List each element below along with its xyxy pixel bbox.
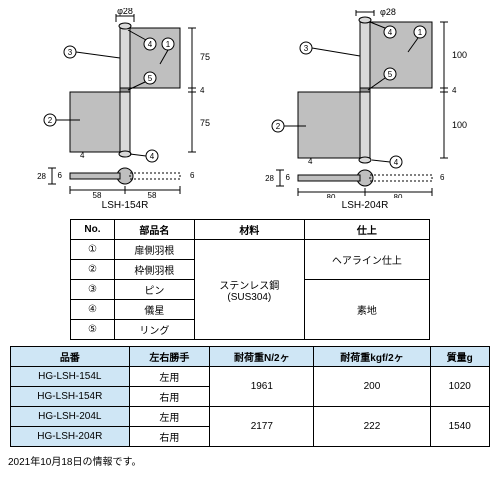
dim-w1: 58 bbox=[93, 191, 102, 198]
diagram-label-204r: LSH-204R bbox=[342, 200, 389, 211]
diagram-lsh-204r: φ28 100 4 100 3 4 1 2 5 4 bbox=[250, 8, 480, 211]
table-row: HG-LSH-204L 左用 2177 222 1540 bbox=[11, 407, 490, 427]
diagram-lsh-154r: φ28 75 4 75 3 4 1 2 5 4 bbox=[20, 8, 230, 211]
svg-text:4: 4 bbox=[394, 158, 399, 167]
table-row: 品番 左右勝手 耐荷重N/2ヶ 耐荷重kgf/2ヶ 質量g bbox=[11, 347, 490, 367]
footnote: 2021年10月18日の情報です。 bbox=[8, 453, 492, 468]
spec-header-loadkgf: 耐荷重kgf/2ヶ bbox=[314, 347, 430, 367]
parts-header-name: 部品名 bbox=[114, 220, 194, 240]
dim-w2-r: 80 bbox=[394, 193, 403, 198]
svg-text:4: 4 bbox=[308, 157, 313, 166]
dim-h-upper: 75 bbox=[200, 52, 210, 62]
dim-phi: φ28 bbox=[117, 8, 133, 16]
dim-gap: 4 bbox=[200, 86, 205, 95]
table-row: ① 扉側羽根 ステンレス鋼 (SUS304) ヘアライン仕上 bbox=[71, 240, 430, 260]
dim-28: 28 bbox=[37, 172, 46, 181]
dim-gap-r: 4 bbox=[452, 86, 457, 95]
diagram-svg-204r: φ28 100 4 100 3 4 1 2 5 4 bbox=[250, 8, 480, 198]
dim-28-r: 28 bbox=[265, 174, 274, 183]
dim-phi-r: φ28 bbox=[380, 8, 396, 17]
svg-text:3: 3 bbox=[304, 44, 309, 53]
table-row: No. 部品名 材料 仕上 bbox=[71, 220, 430, 240]
dim-t-r: 6 bbox=[286, 173, 291, 182]
spec-header-mass: 質量g bbox=[430, 347, 490, 367]
diagram-svg-154r: φ28 75 4 75 3 4 1 2 5 4 bbox=[20, 8, 230, 198]
svg-text:2: 2 bbox=[276, 122, 281, 131]
parts-header-finish: 仕上 bbox=[304, 220, 429, 240]
dim-t2: 6 bbox=[190, 171, 195, 180]
dim-w1-r: 80 bbox=[327, 193, 336, 198]
svg-text:4: 4 bbox=[150, 152, 155, 161]
diagram-label-154r: LSH-154R bbox=[102, 200, 149, 211]
dim-t: 6 bbox=[58, 171, 63, 180]
parts-table: No. 部品名 材料 仕上 ① 扉側羽根 ステンレス鋼 (SUS304) ヘアラ… bbox=[70, 219, 430, 340]
dim-h-lower: 75 bbox=[200, 118, 210, 128]
svg-text:4: 4 bbox=[80, 151, 85, 160]
dim-w2: 58 bbox=[148, 191, 157, 198]
svg-text:5: 5 bbox=[388, 70, 393, 79]
svg-text:3: 3 bbox=[68, 48, 73, 57]
dim-t2-r: 6 bbox=[440, 173, 445, 182]
spec-header-hand: 左右勝手 bbox=[129, 347, 210, 367]
svg-text:1: 1 bbox=[166, 40, 171, 49]
dim-h-lower-r: 100 bbox=[452, 120, 467, 130]
spec-header-code: 品番 bbox=[11, 347, 130, 367]
dim-h-upper-r: 100 bbox=[452, 50, 467, 60]
svg-text:1: 1 bbox=[418, 28, 423, 37]
svg-text:2: 2 bbox=[48, 116, 53, 125]
table-row: HG-LSH-154L 左用 1961 200 1020 bbox=[11, 367, 490, 387]
svg-text:4: 4 bbox=[388, 28, 393, 37]
parts-material: ステンレス鋼 (SUS304) bbox=[194, 240, 304, 340]
spec-table: 品番 左右勝手 耐荷重N/2ヶ 耐荷重kgf/2ヶ 質量g HG-LSH-154… bbox=[10, 346, 490, 447]
parts-header-material: 材料 bbox=[194, 220, 304, 240]
spec-header-loadn: 耐荷重N/2ヶ bbox=[210, 347, 314, 367]
diagrams-row: φ28 75 4 75 3 4 1 2 5 4 bbox=[8, 8, 492, 211]
svg-text:5: 5 bbox=[148, 74, 153, 83]
svg-text:4: 4 bbox=[148, 40, 153, 49]
parts-header-no: No. bbox=[71, 220, 115, 240]
